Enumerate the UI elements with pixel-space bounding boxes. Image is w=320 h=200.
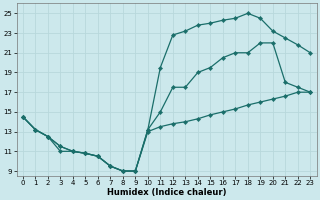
X-axis label: Humidex (Indice chaleur): Humidex (Indice chaleur) [107, 188, 226, 197]
